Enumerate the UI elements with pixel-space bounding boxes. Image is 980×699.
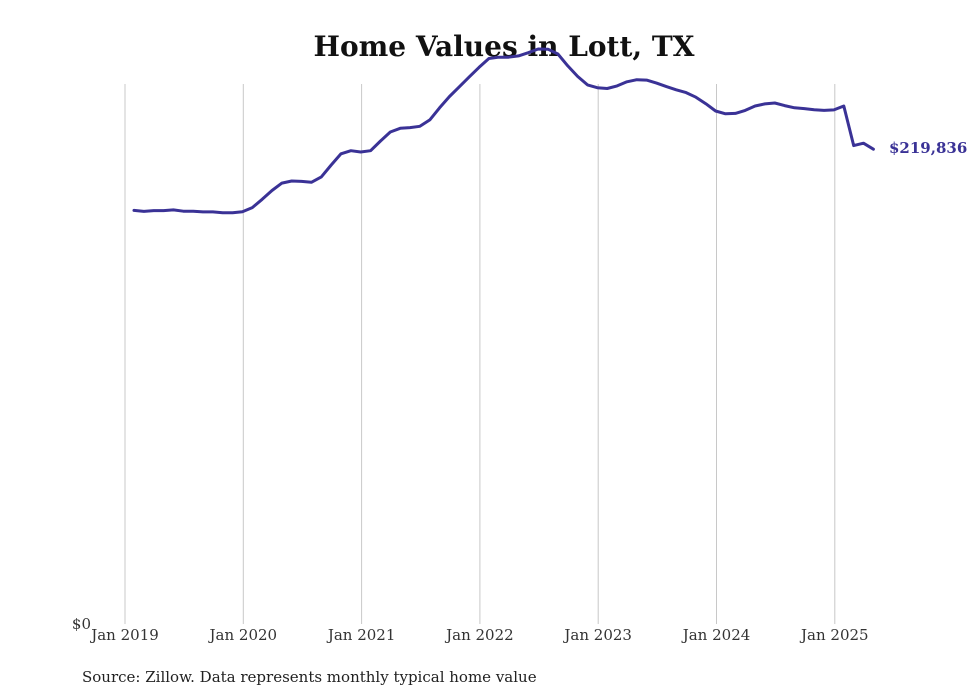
series-line [132, 47, 875, 215]
x-tick-label: Jan 2021 [326, 626, 396, 644]
y-tick-label: $0 [72, 615, 91, 633]
x-tick-label: Jan 2025 [799, 626, 869, 644]
x-tick-label: Jan 2019 [89, 626, 159, 644]
x-tick-label: Jan 2024 [681, 626, 751, 644]
y-axis-ticks: $0 [72, 615, 91, 633]
x-tick-label: Jan 2020 [208, 626, 278, 644]
x-axis-ticks: Jan 2019 Jan 2020 Jan 2021 Jan 2022 Jan 2023… [89, 626, 868, 644]
x-tick-label: Jan 2022 [444, 626, 514, 644]
gridlines [124, 84, 836, 624]
end-value-label: $219,836 [889, 139, 967, 157]
x-tick-label: Jan 2023 [562, 626, 632, 644]
source-note: Source: Zillow. Data represents monthly … [82, 668, 537, 686]
series: $219,836 [132, 47, 967, 215]
